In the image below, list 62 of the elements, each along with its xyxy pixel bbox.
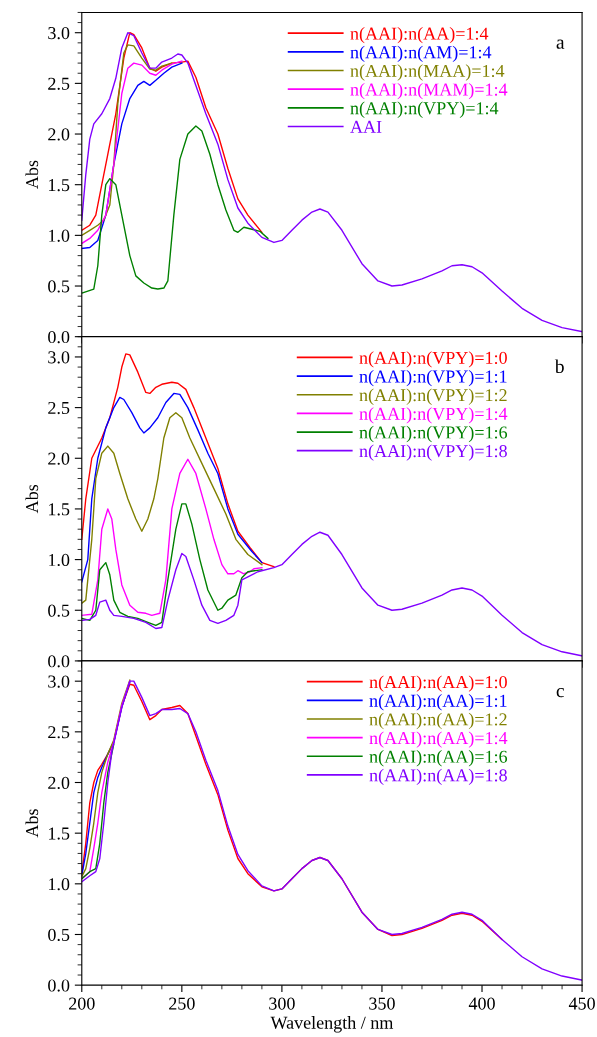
- y-axis-title: Abs: [25, 809, 39, 838]
- legend-label: n(AAI):n(VPY)=1:4: [359, 407, 508, 424]
- legend-label: AAI: [350, 120, 382, 133]
- legend-label: n(AAI):n(VPY)=1:8: [359, 444, 507, 461]
- line-series: [81, 531, 583, 657]
- y-tick-label: 2.0: [48, 452, 70, 465]
- x-tick-label: 450: [568, 997, 595, 1010]
- line-series: [81, 392, 263, 583]
- annotation: c: [556, 687, 564, 698]
- y-tick-label: 2.5: [48, 726, 70, 739]
- y-tick-label: 0.5: [48, 928, 70, 942]
- y-tick-label: 0.5: [48, 604, 70, 617]
- legend-label: n(AAI):n(VPY)=1:4: [350, 101, 499, 118]
- y-tick-label: 1.0: [49, 878, 70, 891]
- y-tick-label: 2.0: [48, 128, 70, 141]
- line-series: [81, 503, 263, 627]
- legend-label: n(AAI):n(AA)=1:0: [369, 675, 507, 692]
- legend-label: n(AAI):n(AA)=1:4: [369, 731, 508, 748]
- y-tick-label: 0.5: [48, 280, 70, 293]
- legend-label: n(AAI):n(MAA)=1:4: [350, 64, 505, 81]
- line-series: [81, 44, 173, 237]
- legend-label: n(AAI):n(AA)=1:8: [369, 768, 507, 786]
- y-tick-label: 2.5: [48, 77, 70, 90]
- line-series: [81, 125, 269, 294]
- x-tick-label: 350: [369, 997, 395, 1010]
- annotation: a: [556, 39, 565, 49]
- y-tick-label: 3.0: [48, 675, 70, 688]
- y-tick-label: 1.0: [49, 553, 70, 567]
- annotation: b: [554, 359, 564, 374]
- line-series: [81, 353, 275, 568]
- legend-label: n(AAI):n(VPY)=1:1: [359, 369, 507, 387]
- x-axis-title: Wavelength / nm: [270, 1016, 394, 1033]
- y-tick-label: 3.0: [48, 351, 70, 364]
- legend-label: n(AAI):n(AM)=1:4: [350, 45, 492, 63]
- y-axis-title: Abs: [25, 484, 39, 514]
- x-tick-label: 200: [69, 997, 95, 1010]
- y-tick-label: 1.5: [49, 827, 70, 840]
- y-tick-label: 2.5: [48, 401, 70, 415]
- x-tick-label: 250: [169, 997, 195, 1010]
- y-tick-label: 3.0: [48, 26, 70, 40]
- line-series: [81, 32, 263, 234]
- y-tick-label: 0.0: [48, 979, 70, 992]
- line-series: [81, 411, 263, 604]
- y-tick-label: 2.0: [48, 776, 70, 790]
- legend-label: n(AAI):n(AA)=1:4: [350, 27, 489, 44]
- line-series: [81, 458, 263, 617]
- x-tick-label: 300: [269, 997, 295, 1010]
- legend-label: n(AAI):n(VPY)=1:0: [359, 351, 507, 368]
- y-tick-label: 0.0: [48, 330, 70, 344]
- x-tick-label: 400: [468, 997, 495, 1010]
- y-tick-label: 1.5: [49, 179, 70, 192]
- y-tick-label: 0.0: [48, 655, 70, 668]
- y-axis-title: Abs: [25, 160, 39, 189]
- legend-label: n(AAI):n(AA)=1:6: [369, 750, 508, 767]
- legend-label: n(AAI):n(AA)=1:2: [369, 712, 507, 730]
- legend-label: n(AAI):n(AA)=1:1: [369, 694, 507, 711]
- y-tick-label: 1.0: [49, 229, 70, 242]
- legend-label: n(AAI):n(VPY)=1:2: [359, 388, 507, 405]
- legend-label: n(AAI):n(VPY)=1:6: [359, 425, 508, 443]
- y-tick-label: 1.5: [49, 503, 70, 516]
- legend-label: n(AAI):n(MAM)=1:4: [350, 82, 508, 100]
- line-series: [81, 743, 115, 880]
